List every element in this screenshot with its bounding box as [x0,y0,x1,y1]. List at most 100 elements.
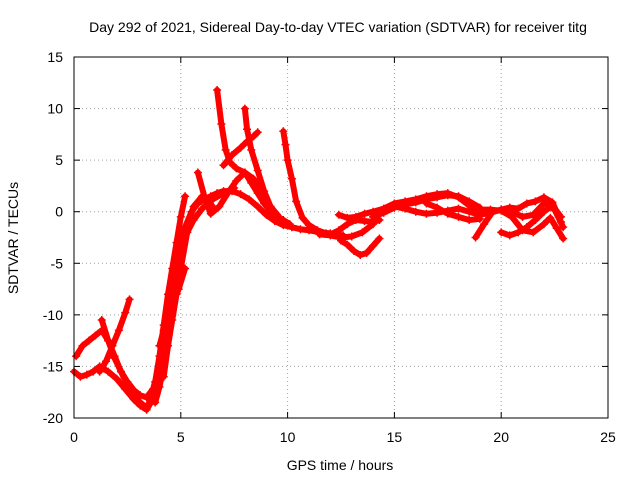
data-point [142,403,151,412]
data-point [253,202,262,211]
series-arc15 [315,220,378,242]
x-tick-label: 0 [70,429,78,445]
data-point [465,197,474,206]
data-point [198,204,207,213]
data-series [70,86,568,414]
data-point [200,192,209,201]
data-point [129,386,138,395]
data-point [232,176,241,185]
data-point [337,236,345,245]
data-point [465,215,474,224]
chart-title: Day 292 of 2021, Sidereal Day-to-day VTE… [89,19,587,35]
series-band [98,317,163,401]
data-point [163,341,172,350]
data-point [155,352,164,361]
data-point [401,204,410,213]
data-point [411,198,420,207]
data-point [298,213,307,222]
data-point [102,357,111,366]
data-point [546,213,555,222]
data-point [514,204,523,213]
data-point [114,326,123,335]
data-point [183,228,192,237]
data-point [281,140,290,149]
data-point [181,192,190,201]
data-point [454,204,463,213]
data-point [112,374,121,383]
data-point [223,189,232,198]
series-arc11 [240,104,296,232]
data-point [172,238,181,247]
x-tick-label: 25 [600,429,616,445]
data-point [375,234,384,243]
data-point [166,300,175,309]
data-point [249,132,258,141]
data-point [253,166,262,175]
data-point [433,193,442,202]
data-point [347,232,356,241]
series-arc4 [97,316,164,402]
data-point [539,193,548,202]
data-point [497,228,506,237]
data-point [136,398,145,407]
data-point [181,264,190,273]
y-tick-label: 5 [55,152,63,168]
x-tick-label: 15 [387,429,403,445]
data-point [390,202,399,211]
y-tick-labels: -20 -15 -10 -5 0 5 10 15 [43,49,63,426]
data-point [78,341,87,350]
data-point [266,202,275,211]
y-tick-label: -10 [43,307,63,323]
data-point [343,240,352,249]
data-point [531,215,540,224]
data-point [296,225,305,234]
data-point [292,197,301,206]
data-point [358,228,367,237]
data-point [217,120,226,129]
x-tick-label: 5 [177,429,185,445]
data-point [360,216,369,225]
data-point [454,212,463,221]
data-point [136,391,145,400]
data-point [228,150,237,159]
data-point [221,145,230,154]
data-point [208,195,217,204]
data-point [443,191,452,200]
data-point [369,220,378,229]
data-point [159,372,168,381]
data-point [215,202,224,211]
y-tick-label: 10 [47,101,63,117]
x-tick-label: 10 [280,429,296,445]
data-point [480,220,489,229]
data-point [240,168,249,177]
y-tick-label: -15 [43,358,63,374]
data-point [236,143,245,152]
data-point [315,230,324,239]
data-point [356,251,365,260]
data-point [471,233,480,242]
data-point [253,128,262,137]
data-point [362,248,371,257]
data-point [475,214,484,223]
data-point [170,277,179,286]
data-point [539,207,548,216]
data-point [76,372,85,381]
data-point [243,137,252,146]
data-point [287,223,296,232]
x-tick-label: 20 [493,429,509,445]
data-point [522,199,531,208]
data-point [116,367,125,376]
y-tick-label: -20 [43,410,63,426]
data-point [247,178,256,187]
data-point [193,168,202,177]
data-point [279,127,288,136]
data-point [369,212,378,221]
data-point [531,197,540,206]
data-point [548,201,557,210]
data-point [245,195,254,204]
data-point [260,187,269,196]
plot-frame [73,56,609,419]
series-arc3 [95,295,134,376]
x-axis-label: GPS time / hours [287,457,394,473]
data-point [465,207,474,216]
